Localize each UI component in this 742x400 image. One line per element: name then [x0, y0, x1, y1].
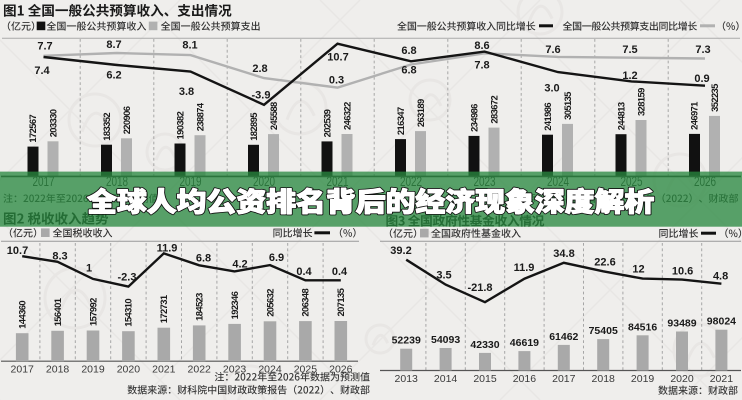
svg-text:12: 12 — [632, 263, 644, 275]
svg-text:-21.8: -21.8 — [467, 282, 492, 294]
svg-text:2020: 2020 — [117, 363, 141, 375]
svg-text:39.2: 39.2 — [390, 245, 411, 257]
svg-text:190382: 190382 — [174, 111, 185, 139]
svg-text:192346: 192346 — [229, 291, 240, 319]
svg-text:2026: 2026 — [329, 363, 353, 375]
svg-text:156401: 156401 — [52, 298, 63, 326]
svg-text:2023: 2023 — [223, 363, 247, 375]
svg-text:283672: 283672 — [488, 96, 499, 124]
svg-text:2.8: 2.8 — [252, 63, 267, 75]
svg-text:2016: 2016 — [513, 373, 537, 385]
svg-text:7.4: 7.4 — [34, 65, 50, 77]
svg-text:144360: 144360 — [16, 301, 27, 329]
svg-text:61462: 61462 — [549, 331, 578, 343]
svg-text:2022: 2022 — [188, 363, 212, 375]
svg-text:8.6: 8.6 — [474, 40, 489, 52]
svg-text:2015: 2015 — [473, 373, 497, 385]
svg-text:2014: 2014 — [434, 373, 458, 385]
svg-text:234986: 234986 — [468, 104, 479, 132]
svg-text:10.7: 10.7 — [327, 52, 348, 64]
svg-text:184523: 184523 — [193, 293, 204, 321]
svg-text:207135: 207135 — [335, 288, 346, 316]
svg-text:216347: 216347 — [395, 107, 406, 135]
svg-text:2018: 2018 — [592, 373, 616, 385]
svg-text:305135: 305135 — [562, 92, 573, 120]
svg-text:46619: 46619 — [510, 337, 539, 349]
svg-text:2025: 2025 — [294, 363, 318, 375]
svg-text:2021: 2021 — [152, 363, 176, 375]
svg-text:75405: 75405 — [589, 325, 618, 337]
svg-text:42330: 42330 — [470, 339, 499, 351]
svg-text:11.9: 11.9 — [514, 262, 535, 274]
svg-text:157992: 157992 — [87, 298, 98, 326]
svg-text:1: 1 — [86, 263, 92, 275]
svg-text:202539: 202539 — [321, 109, 332, 137]
svg-text:206348: 206348 — [300, 289, 311, 317]
svg-text:154310: 154310 — [123, 299, 134, 327]
svg-text:7.8: 7.8 — [474, 60, 489, 72]
svg-text:7.6: 7.6 — [545, 44, 560, 56]
svg-text:2024: 2024 — [258, 363, 282, 375]
svg-text:22.6: 22.6 — [594, 256, 615, 268]
svg-text:2017: 2017 — [11, 363, 35, 375]
svg-text:205632: 205632 — [264, 289, 275, 317]
svg-text:0.3: 0.3 — [329, 75, 344, 87]
svg-text:2019: 2019 — [631, 373, 655, 385]
svg-text:2020: 2020 — [670, 373, 694, 385]
svg-text:220906: 220906 — [121, 106, 132, 134]
svg-text:6.9: 6.9 — [269, 252, 284, 264]
svg-text:54093: 54093 — [431, 334, 460, 346]
svg-text:93489: 93489 — [667, 318, 696, 330]
svg-text:4.8: 4.8 — [713, 270, 728, 282]
svg-text:3.8: 3.8 — [179, 86, 194, 98]
svg-text:-2.3: -2.3 — [118, 272, 137, 284]
svg-text:6.2: 6.2 — [106, 70, 121, 82]
svg-text:7.7: 7.7 — [37, 41, 52, 53]
svg-text:98024: 98024 — [707, 316, 736, 328]
svg-text:0.4: 0.4 — [332, 266, 348, 278]
svg-text:246322: 246322 — [341, 102, 352, 130]
svg-text:1.2: 1.2 — [622, 70, 637, 82]
svg-text:6.8: 6.8 — [401, 65, 416, 77]
svg-text:183352: 183352 — [101, 113, 112, 141]
svg-text:0.9: 0.9 — [694, 73, 709, 85]
svg-text:11.9: 11.9 — [157, 243, 178, 255]
svg-text:7.5: 7.5 — [622, 44, 637, 56]
svg-text:4.2: 4.2 — [232, 258, 247, 270]
svg-text:84516: 84516 — [628, 321, 657, 333]
svg-text:34.8: 34.8 — [553, 248, 574, 260]
svg-text:8.1: 8.1 — [182, 40, 197, 52]
svg-text:328159: 328159 — [635, 88, 646, 116]
svg-text:6.8: 6.8 — [401, 45, 416, 57]
svg-text:241986: 241986 — [542, 103, 553, 131]
svg-text:203330: 203330 — [47, 109, 58, 137]
svg-text:52239: 52239 — [392, 335, 421, 347]
svg-text:2018: 2018 — [46, 363, 70, 375]
svg-text:238874: 238874 — [194, 102, 205, 131]
svg-text:2013: 2013 — [395, 373, 419, 385]
svg-text:182895: 182895 — [248, 113, 259, 141]
svg-text:2017: 2017 — [552, 373, 576, 385]
svg-text:172567: 172567 — [27, 115, 38, 143]
svg-text:246971: 246971 — [689, 102, 700, 130]
svg-text:0.4: 0.4 — [296, 266, 312, 278]
svg-text:244813: 244813 — [615, 102, 626, 130]
svg-text:2019: 2019 — [81, 363, 105, 375]
svg-text:6.8: 6.8 — [196, 252, 211, 264]
svg-text:10.6: 10.6 — [672, 265, 693, 277]
svg-text:245588: 245588 — [268, 102, 279, 130]
svg-text:352235: 352235 — [709, 84, 720, 112]
svg-text:-3.9: -3.9 — [252, 90, 271, 102]
svg-text:3.5: 3.5 — [436, 270, 451, 282]
svg-text:8.7: 8.7 — [106, 39, 121, 51]
svg-text:10.7: 10.7 — [7, 245, 28, 257]
svg-text:7.3: 7.3 — [695, 44, 710, 56]
svg-text:3.0: 3.0 — [544, 83, 559, 95]
svg-text:172731: 172731 — [158, 295, 169, 323]
svg-text:2021: 2021 — [710, 373, 734, 385]
svg-text:8.3: 8.3 — [52, 251, 67, 263]
svg-text:263189: 263189 — [415, 99, 426, 127]
